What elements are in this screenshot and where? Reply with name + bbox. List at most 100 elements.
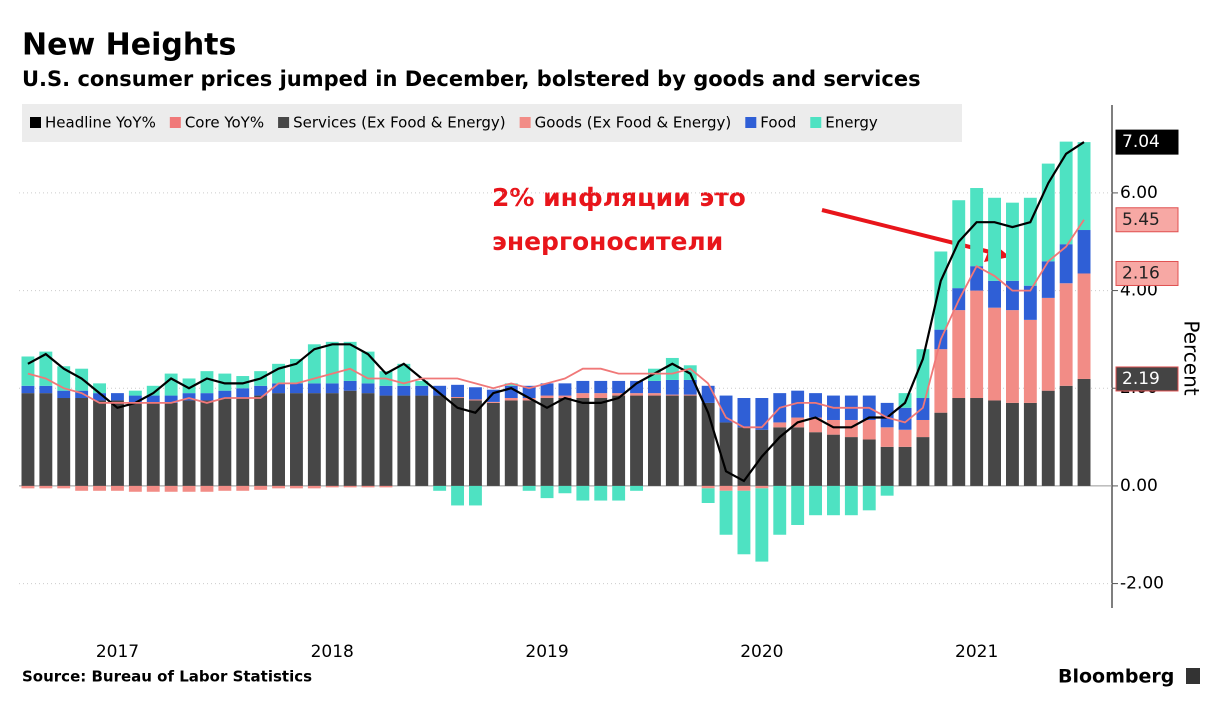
- bar: [146, 395, 160, 403]
- bar: [164, 395, 178, 403]
- bar: [146, 402, 160, 486]
- bar: [21, 485, 35, 489]
- bar: [791, 485, 805, 525]
- bar: [809, 432, 822, 486]
- bar: [988, 400, 1001, 486]
- bar: [737, 427, 751, 486]
- bar: [93, 393, 106, 401]
- line: [27, 219, 1085, 429]
- bar: [1059, 385, 1073, 486]
- bar: [93, 400, 106, 486]
- bar: [988, 197, 1001, 281]
- bar: [272, 393, 285, 486]
- bar: [594, 380, 608, 394]
- bar: [558, 398, 572, 486]
- bar: [970, 290, 984, 399]
- bar: [325, 341, 339, 384]
- x-tick-label: 2017: [96, 642, 139, 662]
- bar: [128, 485, 142, 492]
- bar: [934, 412, 948, 486]
- legend-swatch: [169, 117, 181, 128]
- legend-label: Food: [760, 114, 796, 132]
- bar: [898, 446, 912, 486]
- bar: [361, 351, 375, 384]
- bar: [272, 383, 285, 394]
- bar: [755, 488, 769, 562]
- bar: [469, 400, 482, 486]
- bar: [1077, 142, 1091, 231]
- x-tick-label: 2021: [955, 642, 998, 662]
- legend-label: Core YoY%: [185, 114, 264, 132]
- y-axis-label: Percent: [1180, 320, 1204, 395]
- bar: [809, 393, 822, 418]
- bar: [290, 393, 303, 486]
- bar: [504, 400, 518, 486]
- bar: [683, 379, 697, 395]
- bar: [200, 393, 214, 401]
- bar: [558, 485, 572, 494]
- bar: [111, 393, 124, 401]
- bar: [128, 390, 142, 396]
- bar: [1059, 244, 1073, 284]
- x-tick-label: 2019: [525, 642, 568, 662]
- bar: [594, 398, 608, 486]
- bar: [1023, 319, 1037, 403]
- y-tick-label: 6.00: [1120, 183, 1158, 203]
- bar: [39, 393, 53, 486]
- bar: [325, 393, 339, 486]
- bar: [236, 485, 250, 491]
- bar: [236, 388, 250, 399]
- line: [27, 141, 1085, 483]
- bar: [379, 395, 393, 486]
- bar: [397, 385, 411, 396]
- bar: [576, 485, 590, 501]
- bar: [307, 383, 321, 394]
- bar: [146, 385, 160, 396]
- annotation: энергоносители: [492, 227, 723, 256]
- bar: [1059, 141, 1073, 245]
- bar: [469, 485, 482, 506]
- bar: [469, 387, 482, 400]
- bar: [844, 485, 858, 516]
- bar: [325, 383, 339, 394]
- bar: [540, 383, 554, 396]
- legend-label: Goods (Ex Food & Energy): [535, 114, 732, 132]
- bar: [916, 398, 930, 420]
- bar: [612, 395, 626, 486]
- bar: [773, 485, 787, 535]
- bar: [254, 485, 268, 490]
- bar: [307, 344, 321, 384]
- bar: [236, 376, 250, 389]
- bar: [343, 380, 357, 391]
- bar: [576, 380, 590, 394]
- bar: [433, 395, 447, 486]
- bar: [128, 395, 142, 403]
- bar: [630, 393, 643, 396]
- bar: [844, 419, 858, 438]
- bar: [21, 385, 35, 394]
- bar: [451, 397, 464, 399]
- bar: [182, 393, 196, 401]
- bar: [737, 398, 751, 428]
- bar: [433, 485, 447, 491]
- bar: [1041, 297, 1055, 391]
- bar: [1077, 273, 1091, 379]
- y-tick-label: -2.00: [1120, 574, 1164, 594]
- bar: [290, 383, 303, 394]
- source: Source: Bureau of Labor Statistics: [22, 668, 312, 686]
- bar: [898, 407, 912, 430]
- bar: [522, 385, 536, 399]
- bar: [111, 400, 124, 486]
- bar: [665, 395, 679, 486]
- bar: [307, 485, 321, 489]
- chart-subtitle: U.S. consumer prices jumped in December,…: [22, 67, 921, 91]
- bar: [486, 402, 500, 486]
- bar: [433, 385, 447, 396]
- bar: [862, 485, 876, 511]
- bar: [1006, 402, 1019, 486]
- bar: [451, 398, 464, 486]
- bar: [648, 380, 661, 394]
- bar: [1023, 402, 1037, 486]
- bar: [218, 373, 232, 391]
- bar: [361, 485, 375, 488]
